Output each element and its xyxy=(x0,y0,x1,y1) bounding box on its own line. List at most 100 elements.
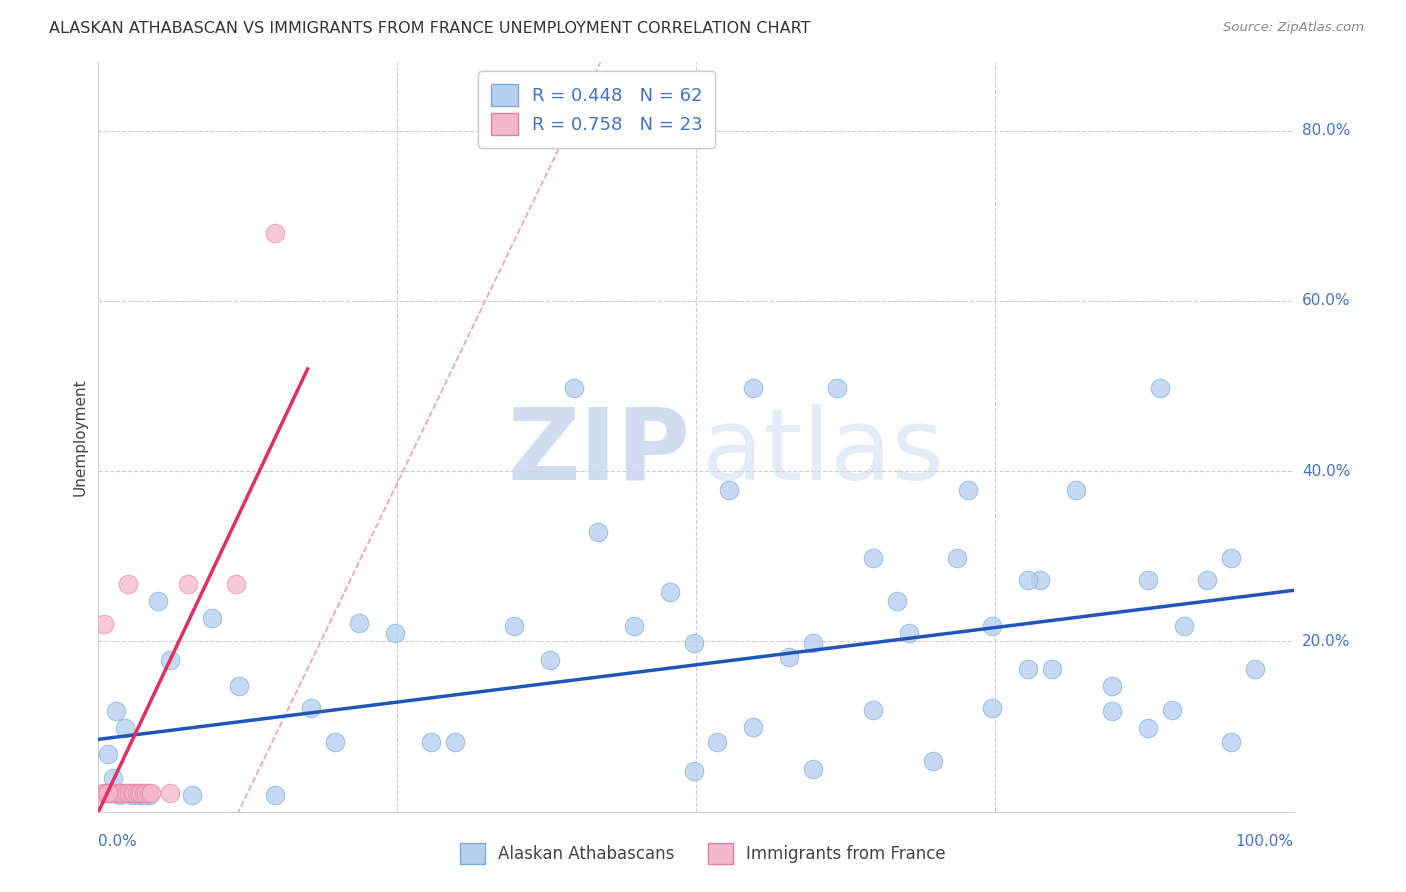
Point xyxy=(862,702,884,716)
Point xyxy=(1064,483,1087,497)
Legend: R = 0.448   N = 62, R = 0.758   N = 23: R = 0.448 N = 62, R = 0.758 N = 23 xyxy=(478,71,716,148)
Point xyxy=(97,747,120,761)
Point xyxy=(114,721,136,735)
Point xyxy=(228,679,250,693)
Point xyxy=(623,619,645,633)
Text: 20.0%: 20.0% xyxy=(1302,634,1350,648)
Point xyxy=(159,786,181,800)
Point xyxy=(742,720,765,734)
Point xyxy=(159,653,181,667)
Point xyxy=(148,593,170,607)
Point xyxy=(138,788,160,802)
Point xyxy=(94,786,117,800)
Point xyxy=(706,735,728,749)
Point xyxy=(1160,702,1182,716)
Point xyxy=(201,610,224,624)
Text: ALASKAN ATHABASCAN VS IMMIGRANTS FROM FRANCE UNEMPLOYMENT CORRELATION CHART: ALASKAN ATHABASCAN VS IMMIGRANTS FROM FR… xyxy=(49,21,811,36)
Point xyxy=(718,483,741,497)
Point xyxy=(1101,679,1123,693)
Point xyxy=(132,788,155,802)
Point xyxy=(682,636,704,650)
Point xyxy=(586,525,609,540)
Point xyxy=(97,786,120,800)
Point xyxy=(1149,381,1171,395)
Point xyxy=(1136,721,1159,735)
Point xyxy=(177,576,200,591)
Point xyxy=(945,551,967,566)
Point xyxy=(105,704,128,718)
Point xyxy=(125,786,148,800)
Point xyxy=(132,786,155,800)
Point xyxy=(323,735,346,749)
Text: 100.0%: 100.0% xyxy=(1236,834,1294,849)
Text: ZIP: ZIP xyxy=(508,403,690,500)
Point xyxy=(129,788,152,802)
Point xyxy=(101,771,124,785)
Point xyxy=(121,786,143,800)
Point xyxy=(921,754,943,768)
Point xyxy=(384,626,406,640)
Point xyxy=(114,786,136,800)
Point xyxy=(135,786,157,800)
Point xyxy=(299,701,322,715)
Point xyxy=(1220,735,1243,749)
Point xyxy=(1017,662,1039,676)
Point xyxy=(1220,551,1243,566)
Point xyxy=(1101,704,1123,718)
Y-axis label: Unemployment: Unemployment xyxy=(72,378,87,496)
Point xyxy=(1017,573,1039,587)
Point xyxy=(658,585,681,599)
Point xyxy=(101,786,124,800)
Point xyxy=(180,788,202,802)
Legend: Alaskan Athabascans, Immigrants from France: Alaskan Athabascans, Immigrants from Fra… xyxy=(453,837,953,871)
Text: 40.0%: 40.0% xyxy=(1302,464,1350,479)
Point xyxy=(957,483,980,497)
Point xyxy=(886,593,908,607)
Point xyxy=(538,653,561,667)
Text: 60.0%: 60.0% xyxy=(1302,293,1350,309)
Point xyxy=(981,619,1004,633)
Point xyxy=(825,381,848,395)
Point xyxy=(108,786,131,800)
Point xyxy=(862,551,884,566)
Point xyxy=(778,649,800,664)
Point xyxy=(801,762,824,776)
Point xyxy=(1029,573,1052,587)
Point xyxy=(124,786,146,800)
Text: 0.0%: 0.0% xyxy=(98,834,138,849)
Point xyxy=(1173,619,1195,633)
Point xyxy=(131,786,153,800)
Point xyxy=(104,786,127,800)
Text: atlas: atlas xyxy=(702,403,943,500)
Point xyxy=(682,764,704,778)
Point xyxy=(139,786,162,800)
Point xyxy=(1136,573,1159,587)
Point xyxy=(108,788,131,802)
Point xyxy=(225,576,247,591)
Point xyxy=(98,786,122,800)
Point xyxy=(419,735,441,749)
Point xyxy=(118,786,141,800)
Text: Source: ZipAtlas.com: Source: ZipAtlas.com xyxy=(1223,21,1364,34)
Point xyxy=(138,786,160,800)
Point xyxy=(91,786,114,800)
Point xyxy=(443,735,465,749)
Point xyxy=(264,788,287,802)
Point xyxy=(562,381,585,395)
Point xyxy=(897,626,920,640)
Point xyxy=(347,615,370,630)
Point xyxy=(801,636,824,650)
Point xyxy=(981,701,1004,715)
Point xyxy=(93,617,115,632)
Point xyxy=(128,786,150,800)
Point xyxy=(97,786,120,800)
Point xyxy=(503,619,526,633)
Point xyxy=(117,576,139,591)
Point xyxy=(1244,662,1267,676)
Point xyxy=(115,786,138,800)
Point xyxy=(1197,573,1219,587)
Point xyxy=(111,786,134,800)
Point xyxy=(121,788,143,802)
Point xyxy=(107,786,129,800)
Point xyxy=(1040,662,1063,676)
